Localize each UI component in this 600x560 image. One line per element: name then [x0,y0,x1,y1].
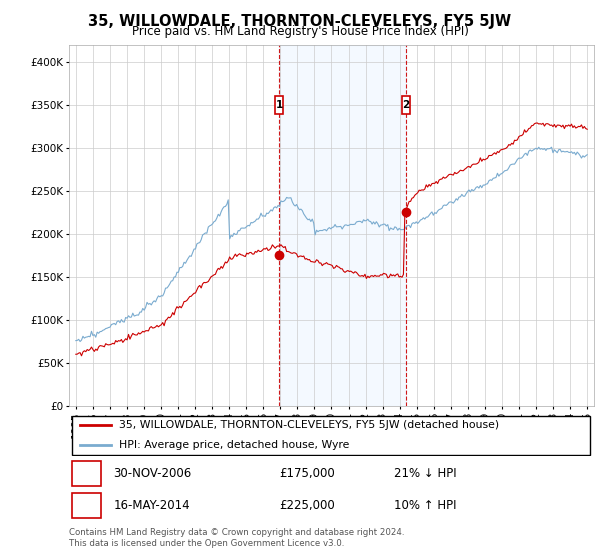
Text: 35, WILLOWDALE, THORNTON-CLEVELEYS, FY5 5JW: 35, WILLOWDALE, THORNTON-CLEVELEYS, FY5 … [88,14,512,29]
Bar [71,461,101,486]
Text: £175,000: £175,000 [279,467,335,480]
Text: Contains HM Land Registry data © Crown copyright and database right 2024.: Contains HM Land Registry data © Crown c… [69,528,404,536]
Text: 21% ↓ HPI: 21% ↓ HPI [395,467,457,480]
Text: 30-NOV-2006: 30-NOV-2006 [113,467,192,480]
Text: This data is licensed under the Open Government Licence v3.0.: This data is licensed under the Open Gov… [69,539,344,548]
Text: HPI: Average price, detached house, Wyre: HPI: Average price, detached house, Wyre [119,440,349,450]
Text: 10% ↑ HPI: 10% ↑ HPI [395,499,457,512]
Text: Price paid vs. HM Land Registry's House Price Index (HPI): Price paid vs. HM Land Registry's House … [131,25,469,38]
Bar [71,493,101,518]
Text: 35, WILLOWDALE, THORNTON-CLEVELEYS, FY5 5JW (detached house): 35, WILLOWDALE, THORNTON-CLEVELEYS, FY5 … [119,420,499,430]
Bar [279,45,406,406]
FancyBboxPatch shape [71,416,590,455]
Bar [402,96,410,114]
Text: £225,000: £225,000 [279,499,335,512]
Text: 1: 1 [82,468,90,478]
Text: 2: 2 [82,501,90,511]
Text: 1: 1 [275,100,283,110]
Text: 2: 2 [403,100,410,110]
Text: 16-MAY-2014: 16-MAY-2014 [113,499,190,512]
Bar [275,96,283,114]
